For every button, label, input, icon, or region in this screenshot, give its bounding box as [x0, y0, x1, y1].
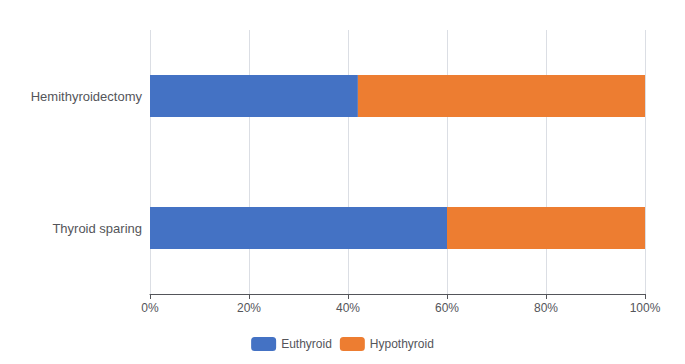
svg-text:Euthyroid: Euthyroid — [281, 337, 332, 351]
svg-text:100%: 100% — [630, 301, 661, 315]
svg-text:Hypothyroid: Hypothyroid — [370, 337, 434, 351]
svg-text:0%: 0% — [141, 301, 159, 315]
svg-text:20%: 20% — [237, 301, 261, 315]
svg-text:Hemithyroidectomy: Hemithyroidectomy — [31, 89, 143, 104]
svg-text:80%: 80% — [534, 301, 558, 315]
svg-text:60%: 60% — [435, 301, 459, 315]
svg-text:40%: 40% — [336, 301, 360, 315]
svg-text:Thyroid sparing: Thyroid sparing — [52, 221, 142, 236]
